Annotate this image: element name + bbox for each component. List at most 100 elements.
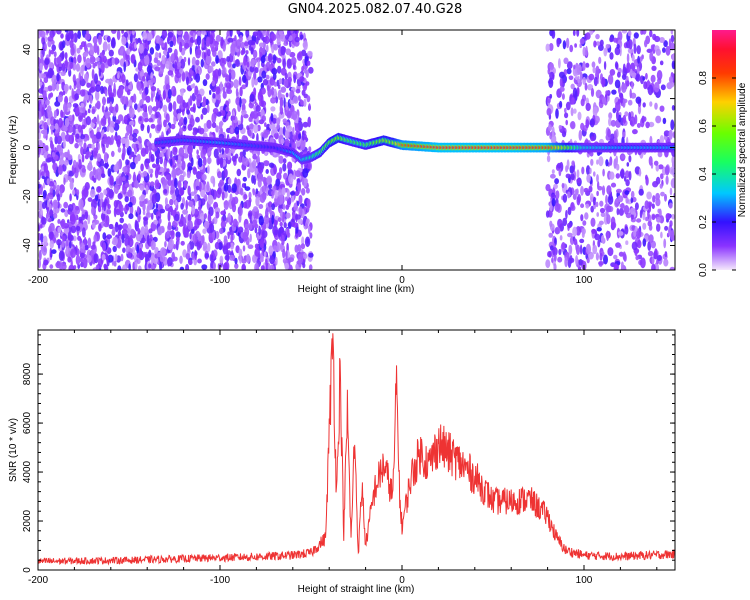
noise-blob (652, 33, 657, 41)
noise-blob (186, 171, 191, 179)
noise-blob (84, 33, 91, 41)
noise-blob (588, 73, 595, 81)
noise-blob (100, 212, 106, 221)
noise-blob (136, 81, 142, 91)
noise-blob (579, 43, 582, 49)
noise-blob (579, 238, 585, 244)
noise-blob (626, 162, 630, 167)
noise-blob (555, 190, 560, 200)
noise-blob (151, 93, 154, 103)
noise-blob (53, 212, 58, 219)
noise-blob (306, 95, 311, 103)
noise-blob (566, 61, 573, 70)
noise-blob (162, 104, 168, 113)
y-tick-label: 8000 (22, 363, 33, 386)
noise-blob (549, 220, 553, 228)
noise-blob (146, 65, 153, 74)
noise-blob (609, 52, 614, 60)
noise-blob (565, 173, 571, 179)
noise-blob (671, 155, 675, 166)
noise-blob (545, 43, 550, 52)
noise-blob (579, 38, 585, 45)
noise-blob (72, 124, 76, 136)
noise-blob (64, 30, 69, 33)
noise-blob (49, 264, 54, 269)
noise-blob (306, 60, 311, 66)
noise-blob (129, 33, 133, 44)
noise-blob (179, 187, 185, 196)
noise-blob (175, 187, 180, 198)
noise-blob (126, 90, 131, 96)
noise-blob (123, 61, 126, 73)
noise-blob (230, 127, 234, 134)
noise-blob (112, 226, 116, 236)
noise-blob (40, 186, 43, 196)
noise-blob (646, 191, 652, 200)
x-tick-label: -100 (210, 275, 230, 286)
noise-blob (238, 76, 242, 86)
noise-blob (565, 37, 570, 49)
noise-blob (140, 163, 144, 172)
noise-blob (282, 203, 286, 211)
noise-blob (238, 156, 243, 163)
noise-blob (201, 235, 205, 244)
noise-blob (665, 213, 671, 220)
noise-blob (190, 228, 195, 234)
noise-blob (60, 218, 66, 230)
noise-blob (107, 58, 111, 66)
noise-blob (267, 30, 270, 36)
noise-blob (42, 127, 48, 137)
noise-blob (132, 132, 138, 138)
noise-blob (148, 249, 152, 258)
noise-blob (295, 88, 301, 94)
noise-blob (191, 157, 194, 167)
noise-blob (187, 185, 191, 196)
noise-blob (573, 64, 576, 70)
noise-blob (189, 193, 192, 202)
noise-blob (647, 79, 650, 88)
noise-blob (144, 117, 149, 123)
noise-blob (83, 95, 88, 101)
noise-blob (653, 82, 660, 93)
noise-blob (151, 194, 157, 205)
noise-blob (590, 87, 595, 97)
noise-blob (140, 98, 144, 105)
noise-blob (618, 92, 624, 99)
noise-blob (129, 234, 133, 242)
noise-blob (195, 48, 202, 59)
noise-blob (306, 203, 310, 213)
noise-blob (84, 211, 88, 220)
noise-blob (663, 258, 669, 267)
noise-blob (545, 210, 550, 218)
noise-blob (87, 214, 91, 225)
noise-blob (621, 30, 628, 34)
y-tick-label: 40 (22, 44, 33, 56)
noise-blob (264, 35, 270, 45)
noise-blob (176, 94, 182, 105)
noise-blob (163, 189, 168, 194)
noise-blob (632, 129, 638, 135)
noise-blob (654, 102, 658, 110)
noise-blob (38, 87, 44, 94)
noise-blob (213, 148, 219, 159)
noise-blob (97, 186, 101, 192)
noise-blob (208, 65, 214, 73)
noise-blob (108, 92, 115, 98)
x-tick-label: -200 (28, 575, 48, 586)
noise-blob (147, 33, 153, 41)
noise-blob (606, 214, 611, 225)
noise-blob (67, 204, 74, 212)
noise-blob (220, 36, 224, 47)
noise-blob (120, 253, 124, 262)
noise-blob (286, 189, 290, 199)
noise-blob (59, 188, 63, 198)
noise-blob (596, 174, 599, 183)
noise-blob (634, 202, 639, 210)
colorbar: 0.00.20.40.60.8 Normalized spectral ampl… (698, 30, 748, 277)
noise-blob (160, 247, 166, 257)
noise-blob (53, 56, 57, 66)
noise-blob (178, 147, 185, 157)
noise-blob (254, 78, 258, 86)
noise-blob (281, 234, 285, 246)
noise-blob (624, 170, 630, 179)
